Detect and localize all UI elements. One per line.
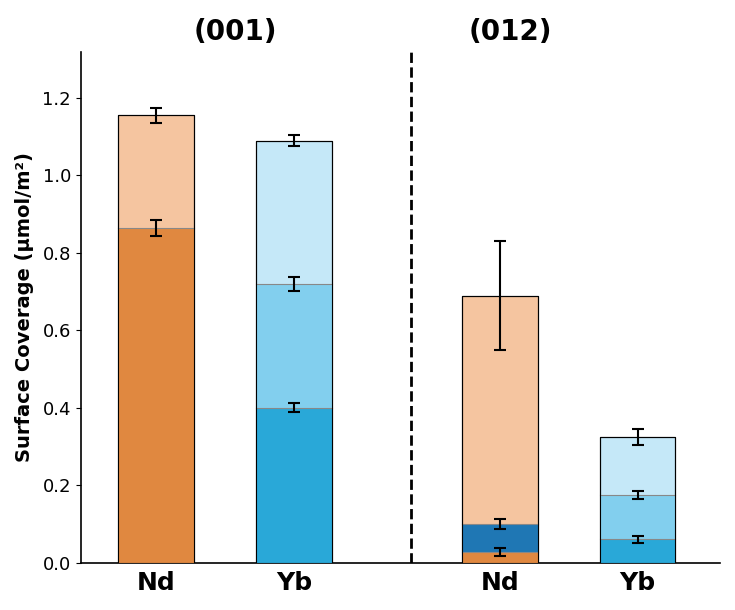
Bar bbox=[256, 408, 331, 562]
Bar bbox=[462, 552, 538, 562]
Bar bbox=[600, 437, 675, 562]
Y-axis label: Surface Coverage (μmol/m²): Surface Coverage (μmol/m²) bbox=[15, 152, 34, 462]
Bar bbox=[118, 228, 194, 562]
Bar bbox=[118, 115, 194, 562]
Bar bbox=[462, 524, 538, 562]
Bar bbox=[462, 295, 538, 562]
Bar bbox=[256, 284, 331, 562]
Bar bbox=[600, 539, 675, 562]
Bar bbox=[600, 437, 675, 562]
Bar bbox=[600, 495, 675, 562]
Bar bbox=[118, 115, 194, 562]
Bar bbox=[256, 141, 331, 562]
Text: (012): (012) bbox=[469, 18, 553, 46]
Text: (001): (001) bbox=[193, 18, 277, 46]
Bar bbox=[256, 141, 331, 562]
Bar bbox=[462, 295, 538, 562]
